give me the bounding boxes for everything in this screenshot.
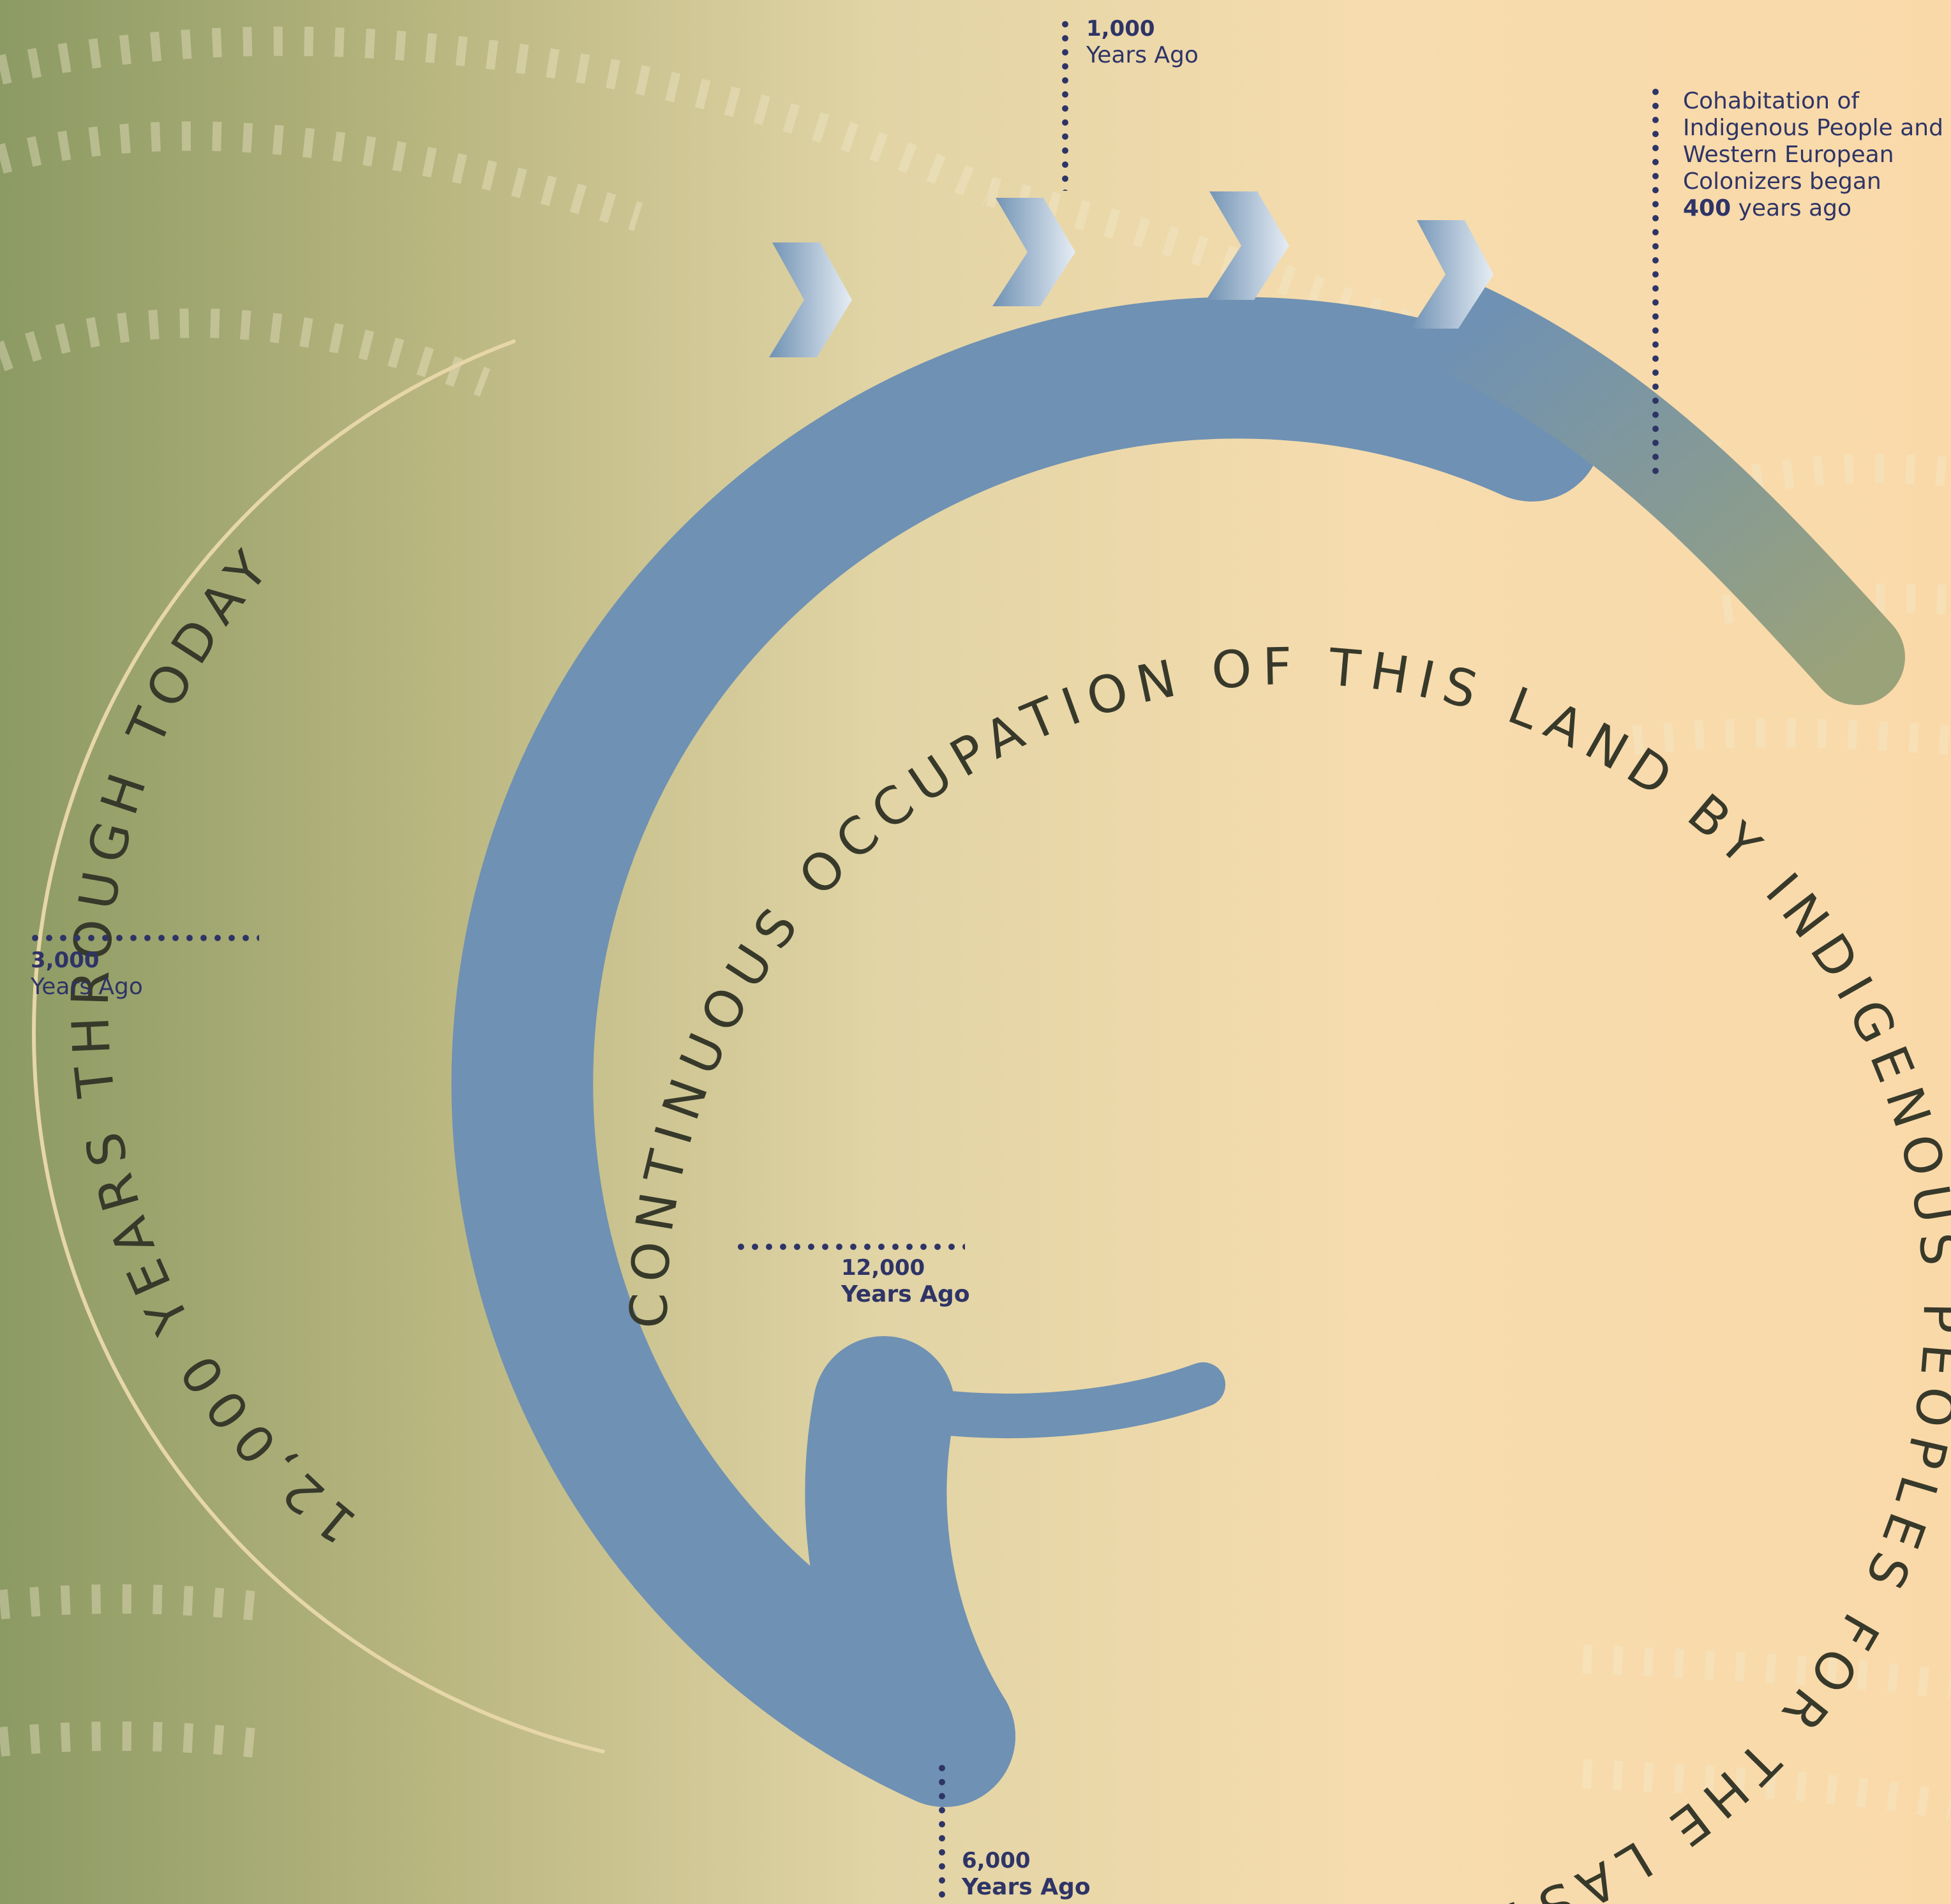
direction-chevrons xyxy=(769,191,1493,357)
spiral-outer-band xyxy=(451,297,1603,1807)
cohabitation-line-3: Western European xyxy=(1683,142,1894,168)
chevron-right-icon xyxy=(769,242,852,357)
marker-3000-unit: Years Ago xyxy=(31,973,143,1000)
chevron-right-icon xyxy=(1206,191,1289,300)
cohabitation-note: Cohabitation of Indigenous People and We… xyxy=(1683,88,1943,222)
spiral-inner-tail xyxy=(865,1362,1225,1439)
marker-12000-dotted-line xyxy=(734,1244,965,1250)
ring-highlight-line xyxy=(32,339,605,1753)
marker-3000-label: 3,000 Years Ago xyxy=(31,948,143,1000)
marker-6000-label: 6,000 Years Ago xyxy=(962,1848,1091,1901)
chevron-right-icon xyxy=(992,198,1075,306)
marker-1000-unit: Years Ago xyxy=(1086,41,1199,68)
spiral-ring xyxy=(32,284,1905,1807)
marker-3000-value: 3,000 xyxy=(31,948,100,973)
chevron-right-icon xyxy=(1410,220,1493,329)
marker-6000-value: 6,000 xyxy=(962,1848,1031,1873)
marker-1000-value: 1,000 xyxy=(1086,16,1155,41)
marker-6000-unit: Years Ago xyxy=(962,1873,1091,1900)
spiral-tail xyxy=(1420,284,1905,705)
cohabitation-years-value: 400 xyxy=(1683,195,1731,221)
marker-1000-label: 1,000 Years Ago xyxy=(1086,16,1199,69)
cohabitation-line-2: Indigenous People and xyxy=(1683,115,1943,141)
marker-12000-unit: Years Ago xyxy=(841,1281,970,1307)
marker-12000-value: 12,000 xyxy=(841,1255,925,1281)
cohabitation-line-4: Colonizers began xyxy=(1683,168,1881,195)
marker-1000-dotted-line xyxy=(1062,17,1068,191)
spiral-inner-band xyxy=(805,1336,1015,1807)
cohabitation-years-suffix: years ago xyxy=(1738,195,1852,221)
marker-3000-dotted-line xyxy=(28,935,259,941)
marker-400-dotted-line xyxy=(1652,85,1659,474)
cohabitation-line-1: Cohabitation of xyxy=(1683,88,1860,114)
marker-12000-label: 12,000 Years Ago xyxy=(841,1255,970,1308)
marker-6000-dotted-line xyxy=(939,1761,945,1904)
